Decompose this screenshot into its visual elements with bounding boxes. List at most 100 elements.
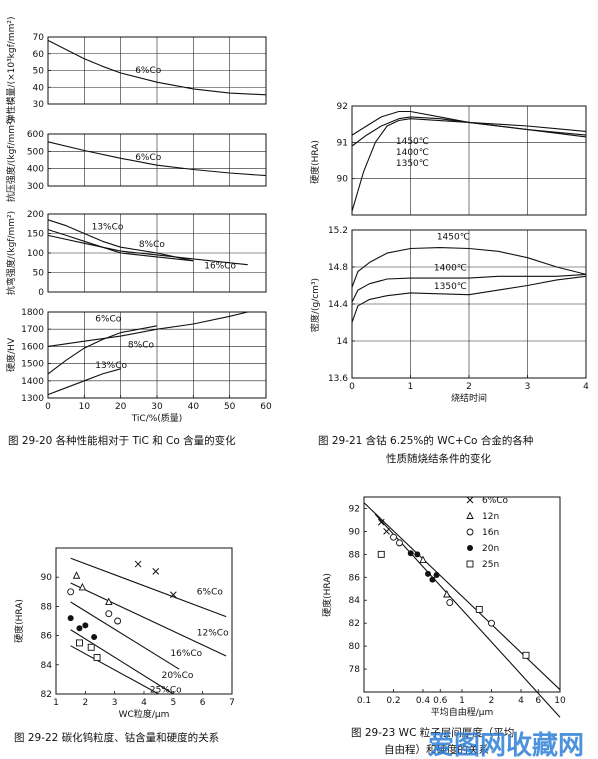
y-tick-label: 50 xyxy=(33,269,45,279)
y-axis-label: 抗压强度/(kgf/mm²) xyxy=(5,118,17,202)
watermark-text: 爱图网收藏网 xyxy=(428,731,584,759)
caption-fig-29-22: 图 29-22 碳化钨粒度、钴含量和硬度的关系 xyxy=(14,731,219,744)
series-line xyxy=(47,39,267,96)
caption-fig-29-23-line1: 图 29-23 WC 粒子层间厚度（平均 xyxy=(351,726,514,739)
series-line xyxy=(47,368,121,396)
density-sintering-chart: 13.6 14 14.4 14.8 15.2 0 1 2 3 4 密度/(g/cm³) 烧结时间 145… xyxy=(309,226,589,404)
data-point-cross xyxy=(169,591,177,599)
series-label: 8%Co xyxy=(128,340,155,350)
x-tick-label: 3 xyxy=(112,698,118,708)
x-tick-label: 4 xyxy=(518,696,524,706)
x-axis-label: WC粒度/μm xyxy=(119,708,170,720)
data-point-circle xyxy=(390,533,397,541)
legend-entry: 12n xyxy=(482,512,499,522)
trend-line xyxy=(70,629,174,695)
y-tick-label: 40 xyxy=(33,83,45,93)
series-label: 1450℃ xyxy=(437,232,470,242)
y-tick-label: 15.2 xyxy=(328,226,348,236)
y-tick-label: 13.6 xyxy=(328,374,348,384)
y-tick-label: 0 xyxy=(38,288,44,298)
y-tick-label: 92 xyxy=(337,102,348,112)
data-point-dot xyxy=(407,550,414,557)
x-tick-label: 1 xyxy=(459,696,465,706)
y-tick-label: 88 xyxy=(41,602,53,612)
x-tick-label: 6 xyxy=(535,696,541,706)
y-tick-label: 150 xyxy=(27,230,44,240)
data-point-cross xyxy=(377,518,385,526)
y-tick-label: 84 xyxy=(349,596,361,606)
y-tick-label: 600 xyxy=(27,130,44,140)
data-point-circle xyxy=(105,610,113,618)
legend-entry: 16n xyxy=(482,528,499,538)
plot-frame xyxy=(55,547,233,695)
series-label: 13%Co xyxy=(95,361,127,371)
x-tick-label: 3 xyxy=(525,382,531,392)
legend-entry: 25n xyxy=(482,560,499,570)
trend-line xyxy=(363,502,561,691)
y-tick-label: 70 xyxy=(33,33,45,43)
legend-entry: 20n xyxy=(482,544,499,554)
series-line xyxy=(47,311,248,347)
series-label: 6%Co xyxy=(95,314,122,324)
x-tick-label: 50 xyxy=(224,402,236,412)
y-tick-label: 1500 xyxy=(21,360,44,370)
data-point-circle xyxy=(446,599,454,606)
x-tick-label: 2 xyxy=(489,696,495,706)
y-axis-label: 硬度(HRA) xyxy=(321,573,333,617)
data-point-square xyxy=(87,643,95,651)
x-tick-label: 4 xyxy=(141,698,147,708)
trend-line xyxy=(70,582,227,657)
x-tick-label: 20 xyxy=(115,402,127,412)
y-tick-label: 14.4 xyxy=(328,300,348,310)
y-tick-label: 86 xyxy=(41,632,53,642)
y-tick-label: 90 xyxy=(349,527,361,537)
data-point-dot xyxy=(67,615,74,622)
series-line xyxy=(351,116,587,147)
y-tick-label: 1800 xyxy=(21,308,44,318)
plot-frame xyxy=(363,496,561,693)
data-point-triangle xyxy=(105,597,113,605)
x-tick-label: 0.2 xyxy=(386,696,400,706)
bending-strength-chart: 0 50 100 150 200 抗弯强度/(kgf/mm²) 13%Co 8%Co 16%Co xyxy=(5,210,267,298)
series-label: 12%Co xyxy=(197,629,229,639)
hardness-hv-chart: 1300 1400 1500 1600 1700 1800 0 10 20 30 40 50 60 硬度/… xyxy=(5,308,272,424)
x-tick-label: 2 xyxy=(82,698,88,708)
y-tick-label: 1600 xyxy=(21,342,44,352)
data-point-cross xyxy=(466,496,474,504)
series-label: 1350℃ xyxy=(434,282,467,292)
y-tick-label: 1700 xyxy=(21,325,44,335)
data-point-dot xyxy=(414,551,421,558)
data-point-square xyxy=(377,550,385,558)
series-line xyxy=(351,247,587,288)
y-tick-label: 1400 xyxy=(21,377,44,387)
series-line xyxy=(47,141,267,177)
y-tick-label: 90 xyxy=(41,573,53,583)
data-point-dot xyxy=(433,572,440,578)
x-tick-label: 40 xyxy=(188,402,200,412)
x-tick-label: 1 xyxy=(53,698,59,708)
series-label: 6%Co xyxy=(197,588,224,598)
trend-line xyxy=(70,557,227,618)
wc-grain-size-hardness-chart: 82 84 86 88 90 1 2 3 4 5 6 7 硬度(HRA) WC粒度/μm 6%Co 12%Co… xyxy=(13,547,235,720)
series-label: 1400℃ xyxy=(396,148,429,158)
y-axis-label: 硬度(HRA) xyxy=(309,140,321,184)
series-label: 6%Co xyxy=(135,66,162,76)
y-tick-label: 60 xyxy=(33,50,45,60)
y-tick-label: 1300 xyxy=(21,394,44,404)
mean-free-path-hardness-chart: 78 80 82 84 86 88 90 92 0.1 0.2 0.4 0.6 1 2 4 6 10 硬度(HRA… xyxy=(321,496,566,718)
data-point-cross xyxy=(152,568,160,575)
series-label: 1400℃ xyxy=(434,264,467,274)
data-point-square xyxy=(76,639,83,647)
x-tick-label: 7 xyxy=(229,698,235,708)
x-tick-label: 60 xyxy=(260,402,272,412)
trend-line xyxy=(374,513,561,718)
data-point-square xyxy=(93,654,101,661)
x-tick-label: 10 xyxy=(79,402,91,412)
trend-line xyxy=(70,645,159,695)
series-label: 1350℃ xyxy=(396,159,429,169)
x-tick-label: 0 xyxy=(45,402,51,412)
y-tick-label: 88 xyxy=(349,550,361,560)
series-label: 25%Co xyxy=(150,686,182,696)
series-label: 13%Co xyxy=(92,223,124,233)
